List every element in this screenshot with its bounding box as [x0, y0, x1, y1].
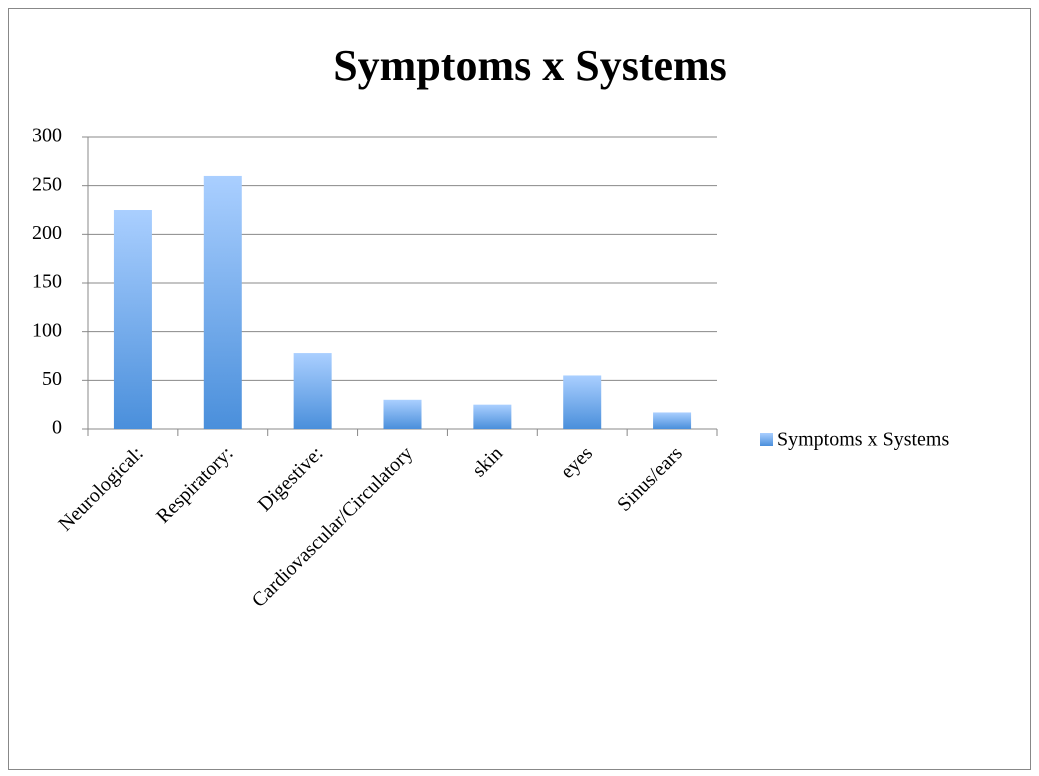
chart-border — [8, 8, 1031, 770]
bar — [563, 375, 602, 429]
bar — [203, 175, 242, 429]
y-tick-label: 0 — [52, 417, 62, 439]
bar — [383, 399, 422, 429]
bar — [473, 404, 512, 429]
y-tick-label: 100 — [32, 319, 62, 341]
y-tick-label: 300 — [32, 125, 62, 147]
bar — [293, 353, 332, 429]
y-tick-label: 50 — [42, 368, 62, 390]
legend-swatch — [760, 433, 773, 446]
bar — [113, 210, 152, 429]
y-tick-label: 150 — [32, 271, 62, 293]
y-tick-label: 200 — [32, 222, 62, 244]
legend-label: Symptoms x Systems — [777, 429, 949, 451]
y-tick-label: 250 — [32, 173, 62, 195]
chart-title: Symptoms x Systems — [333, 41, 727, 90]
bar — [653, 412, 692, 429]
